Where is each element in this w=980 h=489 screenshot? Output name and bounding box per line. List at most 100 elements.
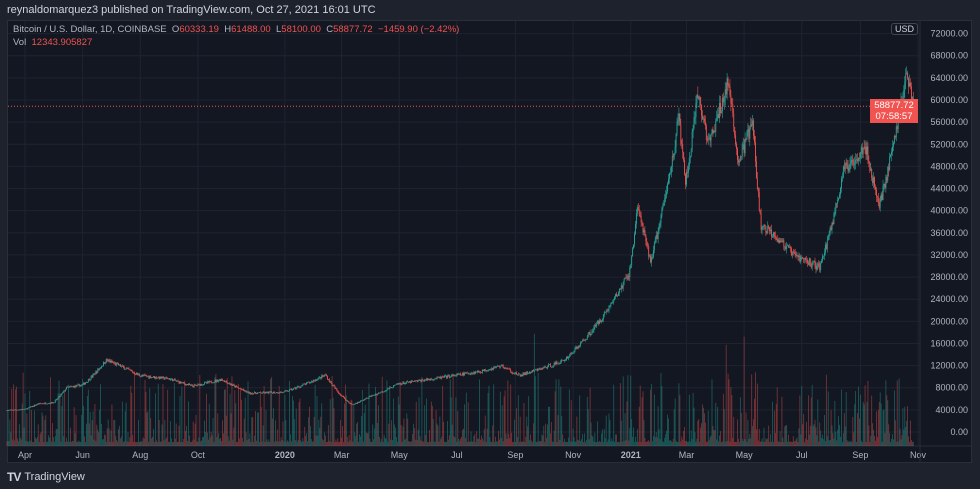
candle-body: [461, 374, 463, 376]
candle-body: [206, 381, 208, 384]
candle-body: [102, 362, 104, 366]
volume-bar: [32, 441, 33, 446]
volume-bar: [623, 441, 625, 446]
volume-bar: [246, 440, 248, 446]
volume-bar: [450, 397, 452, 446]
candle-body: [325, 374, 326, 376]
candle-body: [172, 379, 174, 382]
volume-bar: [600, 441, 601, 446]
y-tick-label: 8000.00: [935, 383, 968, 393]
candle-body: [444, 375, 446, 378]
last-price: 58877.72: [874, 100, 914, 111]
volume-bar: [390, 439, 392, 446]
candle-body: [142, 375, 144, 376]
volume-bar: [683, 431, 685, 446]
volume-bar: [378, 405, 379, 446]
chart-frame[interactable]: [7, 20, 972, 463]
brand-name[interactable]: TradingView: [24, 471, 85, 483]
candle-body: [308, 381, 310, 383]
volume-bar: [91, 420, 93, 446]
candle-body: [754, 135, 755, 143]
volume-bar: [272, 418, 273, 446]
volume-bar: [671, 441, 673, 446]
candle-body: [836, 203, 838, 204]
high-value: 61488.00: [231, 24, 271, 35]
volume-bar: [188, 401, 189, 446]
candle-body: [81, 384, 83, 386]
candle-body: [643, 230, 645, 233]
volume-bar: [649, 441, 651, 446]
y-tick-label: 36000.00: [930, 228, 968, 238]
volume-bar: [196, 441, 198, 446]
candle-body: [657, 230, 659, 240]
candle-body: [845, 162, 847, 164]
volume-bar: [37, 424, 39, 446]
y-tick-label: 0.00: [950, 427, 968, 437]
tradingview-logo-icon[interactable]: TV: [7, 470, 21, 484]
candle-body: [614, 296, 616, 301]
candle-body: [480, 372, 482, 374]
volume-bar: [609, 420, 611, 446]
volume-bar: [648, 440, 650, 446]
volume-bar: [62, 395, 64, 446]
volume-bar: [451, 424, 453, 446]
candle-body: [555, 362, 557, 365]
volume-bar: [94, 403, 96, 446]
volume-bar: [220, 437, 222, 446]
candle-body: [794, 252, 796, 254]
volume-bar: [758, 429, 760, 446]
volume-bar: [416, 440, 418, 446]
candle-body: [6, 410, 8, 412]
candle-body: [624, 277, 626, 280]
chart-legend: Bitcoin / U.S. Dollar, 1D, COINBASE O603…: [13, 23, 459, 49]
volume-bar: [182, 441, 184, 446]
volume-bar: [767, 438, 769, 446]
volume-bar: [489, 437, 491, 446]
candle-body: [128, 368, 130, 370]
volume-bar: [17, 438, 18, 446]
volume-bar: [102, 439, 103, 446]
volume-bar: [695, 441, 697, 446]
candle-body: [390, 387, 392, 388]
candle-body: [229, 383, 231, 385]
volume-bar: [721, 441, 723, 446]
volume-bar: [374, 428, 376, 446]
volume-bar: [813, 424, 815, 446]
candle-body: [464, 372, 466, 374]
candle-body: [192, 386, 194, 387]
volume-bar: [728, 379, 730, 446]
candle-body: [32, 406, 34, 408]
volume-bar: [385, 438, 387, 446]
volume-bar: [908, 436, 909, 446]
volume-bar: [781, 396, 783, 446]
candle-body: [228, 383, 230, 385]
volume-bar: [793, 441, 795, 446]
volume-bar: [168, 441, 170, 446]
volume-bar: [779, 431, 781, 446]
candle-body: [197, 383, 199, 386]
volume-bar: [41, 412, 43, 446]
candle-body: [811, 263, 813, 268]
volume-bar: [253, 441, 255, 446]
volume-bar: [772, 401, 773, 446]
volume-bar: [810, 397, 812, 446]
volume-bar: [310, 439, 312, 446]
volume-bar: [805, 438, 806, 446]
candle-body: [57, 397, 59, 400]
volume-bar: [831, 425, 833, 446]
candle-body: [675, 133, 677, 147]
candle-body: [698, 98, 700, 100]
candle-body: [538, 368, 540, 370]
candle-body: [459, 373, 461, 375]
candle-body: [543, 367, 545, 369]
volume-bar: [578, 440, 580, 446]
candle-body: [168, 378, 170, 380]
currency-button[interactable]: USD: [891, 23, 919, 35]
candle-body: [278, 392, 280, 394]
candle-body: [761, 226, 763, 230]
symbol-title[interactable]: Bitcoin / U.S. Dollar, 1D, COINBASE: [13, 24, 167, 35]
volume-bar: [429, 441, 431, 446]
volume-bar: [287, 440, 289, 446]
volume-bar: [568, 389, 570, 446]
